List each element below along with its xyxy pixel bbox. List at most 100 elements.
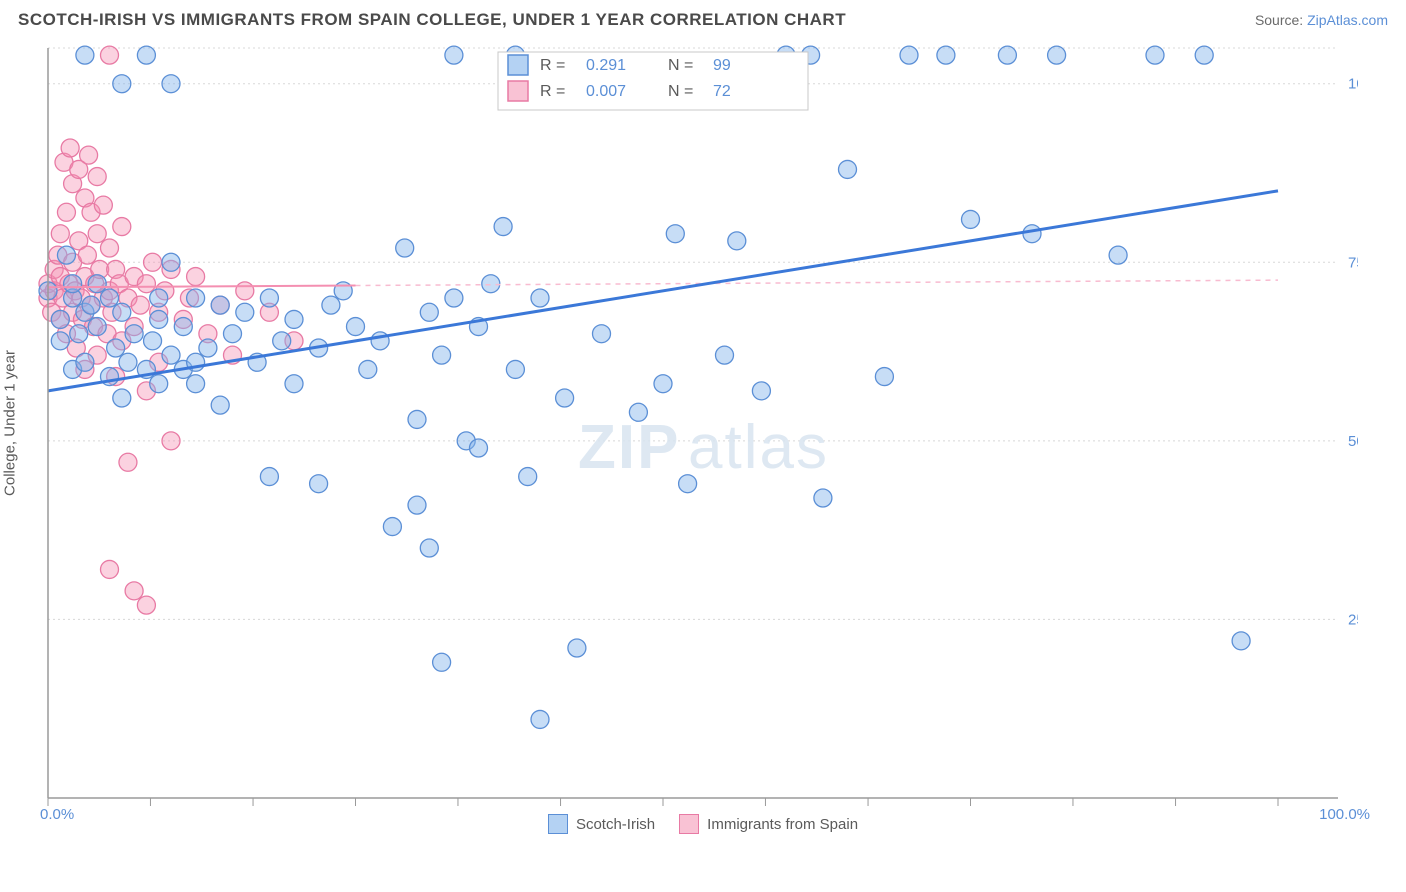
data-point xyxy=(716,346,734,364)
data-point xyxy=(162,75,180,93)
data-point xyxy=(814,489,832,507)
y-tick-label: 100.0% xyxy=(1348,76,1358,93)
scatter-chart: 25.0%50.0%75.0%100.0%ZIPatlasR =0.291N =… xyxy=(18,38,1358,808)
legend-n-value: 99 xyxy=(713,57,731,74)
data-point xyxy=(101,289,119,307)
legend-item-spain: Immigrants from Spain xyxy=(679,814,858,834)
data-point xyxy=(236,282,254,300)
data-point xyxy=(273,332,291,350)
data-point xyxy=(556,389,574,407)
data-point xyxy=(88,318,106,336)
data-point xyxy=(236,303,254,321)
data-point xyxy=(1195,46,1213,64)
data-point xyxy=(900,46,918,64)
data-point xyxy=(420,539,438,557)
data-point xyxy=(119,453,137,471)
legend-r-label: R = xyxy=(540,83,565,100)
legend-label: Scotch-Irish xyxy=(576,816,655,833)
data-point xyxy=(57,203,75,221)
data-point xyxy=(174,318,192,336)
data-point xyxy=(137,275,155,293)
data-point xyxy=(531,289,549,307)
data-point xyxy=(224,325,242,343)
legend-swatch-pink xyxy=(679,814,699,834)
data-point xyxy=(82,296,100,314)
data-point xyxy=(78,246,96,264)
data-point xyxy=(80,146,98,164)
legend-r-value: 0.291 xyxy=(586,57,626,74)
header: SCOTCH-IRISH VS IMMIGRANTS FROM SPAIN CO… xyxy=(0,0,1406,38)
data-point xyxy=(433,653,451,671)
data-point xyxy=(150,310,168,328)
y-tick-label: 50.0% xyxy=(1348,433,1358,450)
data-point xyxy=(1023,225,1041,243)
bottom-legend: Scotch-Irish Immigrants from Spain xyxy=(0,814,1406,834)
data-point xyxy=(187,375,205,393)
data-point xyxy=(937,46,955,64)
data-point xyxy=(260,289,278,307)
data-point xyxy=(260,468,278,486)
data-point xyxy=(752,382,770,400)
data-point xyxy=(211,296,229,314)
data-point xyxy=(137,596,155,614)
legend-r-label: R = xyxy=(540,57,565,74)
data-point xyxy=(679,475,697,493)
data-point xyxy=(322,296,340,314)
data-point xyxy=(94,196,112,214)
data-point xyxy=(113,75,131,93)
data-point xyxy=(347,318,365,336)
data-point xyxy=(531,710,549,728)
y-axis-label: College, Under 1 year xyxy=(2,350,19,496)
legend-swatch xyxy=(508,81,528,101)
data-point xyxy=(433,346,451,364)
data-point xyxy=(593,325,611,343)
data-point xyxy=(150,375,168,393)
data-point xyxy=(420,303,438,321)
legend-label: Immigrants from Spain xyxy=(707,816,858,833)
y-tick-label: 75.0% xyxy=(1348,254,1358,271)
legend-swatch xyxy=(508,55,528,75)
data-point xyxy=(144,332,162,350)
data-point xyxy=(162,253,180,271)
legend-r-value: 0.007 xyxy=(586,83,626,100)
data-point xyxy=(211,396,229,414)
data-point xyxy=(125,325,143,343)
data-point xyxy=(396,239,414,257)
legend-item-scotch-irish: Scotch-Irish xyxy=(548,814,655,834)
x-tick-label-right: 100.0% xyxy=(1319,806,1370,823)
data-point xyxy=(162,346,180,364)
source-link[interactable]: ZipAtlas.com xyxy=(1307,12,1388,28)
legend-swatch-blue xyxy=(548,814,568,834)
data-point xyxy=(629,403,647,421)
data-point xyxy=(470,439,488,457)
data-point xyxy=(76,46,94,64)
data-point xyxy=(1109,246,1127,264)
data-point xyxy=(728,232,746,250)
data-point xyxy=(131,296,149,314)
data-point xyxy=(445,46,463,64)
data-point xyxy=(61,139,79,157)
data-point xyxy=(187,268,205,286)
data-point xyxy=(162,432,180,450)
data-point xyxy=(51,225,69,243)
data-point xyxy=(568,639,586,657)
watermark: ZIP xyxy=(578,413,680,482)
source-credit: Source: ZipAtlas.com xyxy=(1255,12,1388,28)
data-point xyxy=(666,225,684,243)
data-point xyxy=(839,160,857,178)
data-point xyxy=(107,339,125,357)
data-point xyxy=(144,253,162,271)
data-point xyxy=(359,360,377,378)
data-point xyxy=(88,225,106,243)
data-point xyxy=(64,275,82,293)
data-point xyxy=(51,310,69,328)
data-point xyxy=(101,46,119,64)
data-point xyxy=(1232,632,1250,650)
data-point xyxy=(101,560,119,578)
source-prefix: Source: xyxy=(1255,12,1307,28)
data-point xyxy=(962,210,980,228)
data-point xyxy=(519,468,537,486)
data-point xyxy=(482,275,500,293)
legend-n-label: N = xyxy=(668,83,693,100)
data-point xyxy=(383,518,401,536)
